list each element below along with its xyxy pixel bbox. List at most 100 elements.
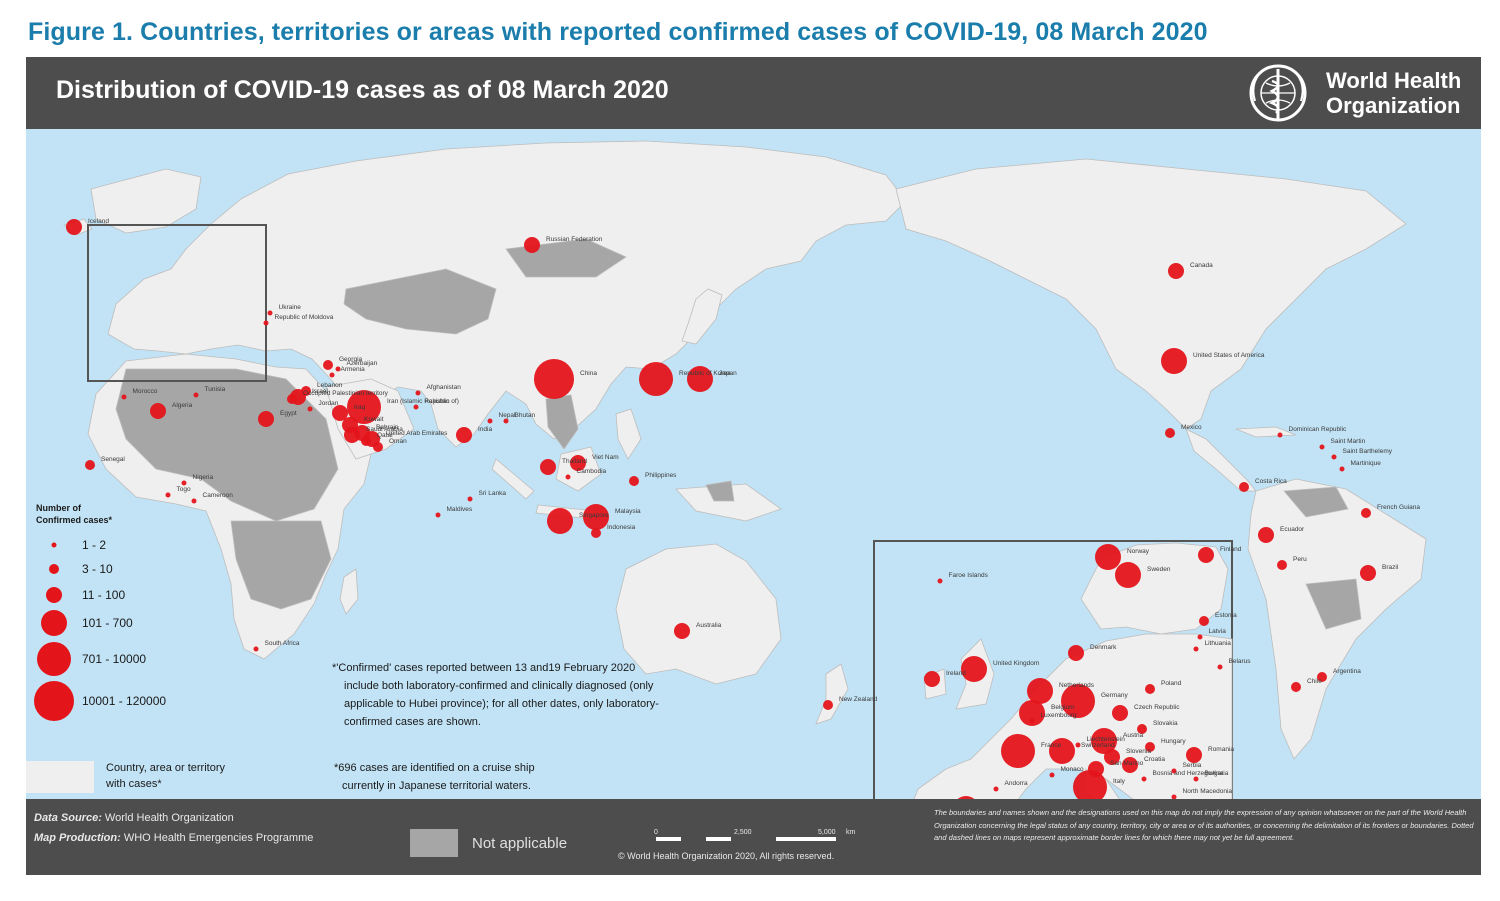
case-bubbles xyxy=(66,219,1376,799)
case-bubble xyxy=(332,405,348,421)
case-bubble xyxy=(524,237,540,253)
place-label: Belgium xyxy=(1051,704,1074,711)
place-label: Austria xyxy=(1123,732,1144,739)
case-bubble xyxy=(674,623,690,639)
place-label: Estonia xyxy=(1215,612,1237,619)
case-bubble xyxy=(957,796,975,799)
place-label: Netherlands xyxy=(1059,682,1095,689)
landmass-philippines xyxy=(615,408,642,460)
place-label: Israel xyxy=(312,388,328,395)
case-bubble xyxy=(1168,263,1184,279)
case-bubble xyxy=(415,390,421,396)
na-southern-africa xyxy=(230,520,332,610)
landmass-new-zealand xyxy=(815,663,849,725)
case-bubble xyxy=(487,418,493,424)
landmass-north-america xyxy=(895,158,1407,430)
case-bubble xyxy=(193,392,199,398)
place-label: Italy xyxy=(1113,778,1126,785)
place-label: Malaysia xyxy=(615,508,641,515)
case-bubble xyxy=(1198,547,1214,563)
place-label: Maldives xyxy=(447,506,473,513)
place-label: Afghanistan xyxy=(427,384,462,391)
case-bubble xyxy=(323,360,333,370)
place-label: Jordan xyxy=(319,400,339,407)
case-bubble xyxy=(639,362,673,396)
case-bubble xyxy=(1171,794,1177,799)
case-bubble xyxy=(1193,646,1199,652)
case-bubble xyxy=(344,427,360,443)
place-label: Senegal xyxy=(101,456,125,463)
landmass-greenland xyxy=(90,168,202,234)
place-label: Lebanon xyxy=(317,382,343,389)
inset-scandinavia xyxy=(1080,542,1229,635)
place-label: Croatia xyxy=(1144,756,1165,763)
who-emblem-icon xyxy=(1249,64,1307,122)
place-label: Dominican Republic xyxy=(1289,426,1348,433)
na-central-asia xyxy=(343,268,497,335)
case-bubble xyxy=(456,427,472,443)
scale-tick-1: 2,500 xyxy=(734,829,752,836)
place-label: Viet Nam xyxy=(592,454,619,461)
place-label: Republic of Korea xyxy=(679,370,731,377)
legend-symbol xyxy=(49,564,59,574)
case-bubble xyxy=(85,460,95,470)
case-bubble xyxy=(1068,645,1084,661)
place-label: Russian Federation xyxy=(546,236,603,243)
case-bubble xyxy=(583,504,609,530)
case-bubble xyxy=(1161,348,1187,374)
case-bubble xyxy=(1331,454,1337,460)
case-bubble xyxy=(1277,560,1287,570)
case-bubble xyxy=(1073,770,1107,799)
case-bubble xyxy=(1115,562,1141,588)
not-applicable-label: Not applicable xyxy=(472,835,568,852)
place-label: Ukraine xyxy=(279,304,302,311)
map-production: Map Production: WHO Health Emergencies P… xyxy=(34,832,313,844)
case-bubble xyxy=(258,411,274,427)
note-line: *'Confirmed' cases reported between 13 a… xyxy=(332,662,635,674)
place-label: Pakistan xyxy=(425,398,450,405)
legend-country-swatch xyxy=(26,761,94,793)
cruise-note: *696 cases are identified on a cruise sh… xyxy=(334,762,535,792)
case-bubble xyxy=(1104,749,1120,765)
case-bubble xyxy=(121,394,127,400)
case-bubble xyxy=(1339,466,1345,472)
case-bubble xyxy=(1019,700,1045,726)
place-label: Cambodia xyxy=(577,468,607,475)
case-bubble xyxy=(1165,428,1175,438)
map-production-value: WHO Health Emergencies Programme xyxy=(123,832,314,844)
case-bubble xyxy=(1199,616,1209,626)
place-label: Indonesia xyxy=(607,524,636,531)
place-label: Mexico xyxy=(1181,424,1202,431)
figure-title: Figure 1. Countries, territories or area… xyxy=(28,18,1208,46)
legend-symbol xyxy=(34,681,74,721)
place-label: Sri Lanka xyxy=(479,490,507,497)
map-title: Distribution of COVID-19 cases as of 08 … xyxy=(56,76,669,104)
place-label: Costa Rica xyxy=(1255,478,1287,485)
place-label: Ecuador xyxy=(1280,526,1305,533)
na-andes xyxy=(1305,578,1362,630)
place-label: Kuwait xyxy=(364,416,384,423)
case-bubble xyxy=(961,656,987,682)
place-label: Iceland xyxy=(88,218,109,225)
place-label: Faroe Islands xyxy=(949,572,989,579)
place-label: China xyxy=(580,370,597,377)
note-line: applicable to Hubei province); for all o… xyxy=(344,698,659,710)
case-bubble xyxy=(924,671,940,687)
place-label: North Macedonia xyxy=(1183,788,1233,795)
case-bubble xyxy=(347,390,381,424)
place-label: Saint Martin xyxy=(1331,438,1366,445)
case-bubble xyxy=(1049,738,1075,764)
copyright: © World Health Organization 2020, All ri… xyxy=(618,851,835,861)
place-label: Philippines xyxy=(645,472,677,479)
case-bubble xyxy=(1193,776,1199,782)
case-bubble xyxy=(1171,768,1177,774)
place-label: Saint Barthelemy xyxy=(1343,448,1393,455)
case-bubble xyxy=(1197,634,1203,640)
place-label: Chile xyxy=(1307,678,1322,685)
place-label: Ireland xyxy=(946,670,966,677)
case-bubble xyxy=(1141,776,1147,782)
case-bubble xyxy=(1122,757,1138,773)
case-bubble xyxy=(150,403,166,419)
legend-class-label: 701 - 10000 xyxy=(82,652,146,666)
note-line: include both laboratory-confirmed and cl… xyxy=(344,680,654,692)
